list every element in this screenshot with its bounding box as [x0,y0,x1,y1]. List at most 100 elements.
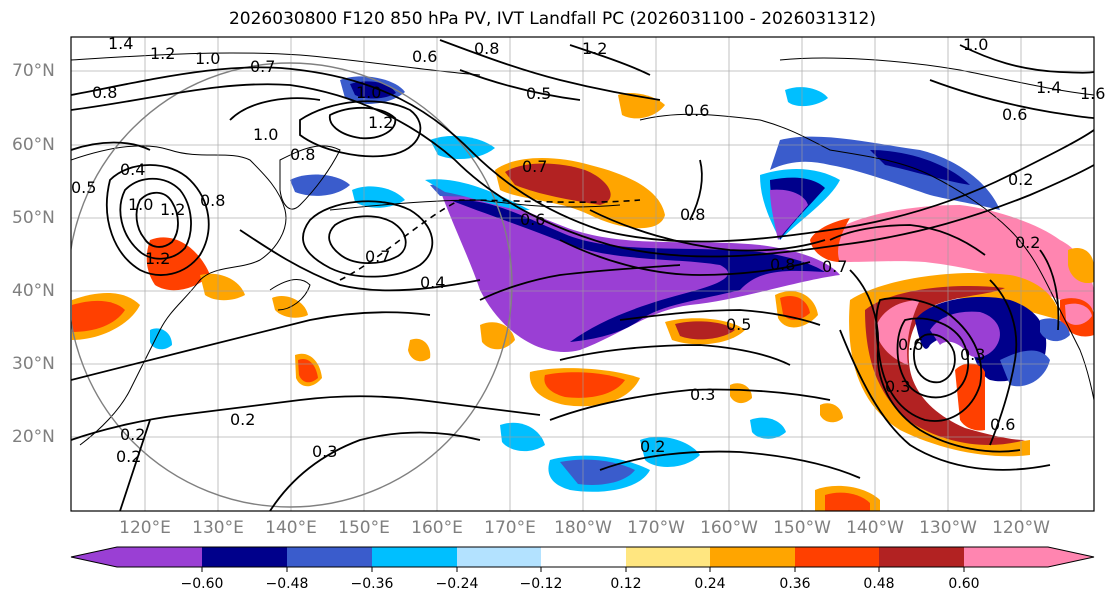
lon-label: 140°W [846,518,904,538]
shade-nw-red [146,237,210,291]
coast-kamchatka [279,145,341,210]
coast-arctic [779,57,1094,96]
contour-line [559,239,811,276]
colorbar-tick-label: 0.48 [863,576,895,592]
shade-se-redstripe [955,363,985,431]
range-circle [71,62,513,508]
contour-label: 0.6 [684,101,709,120]
contour-label: 1.2 [582,39,607,58]
gridlines [71,37,1094,511]
contour-line [989,279,1018,446]
shade-south-red [825,492,870,511]
shade-gulf-navy [870,150,970,185]
contour-label: 0.6 [412,47,437,66]
contour-label: 0.7 [822,257,847,276]
colorbar-segment [541,547,626,567]
coast-japan [269,279,311,311]
contour-label-group: 1.4 1.2 1.0 0.7 0.6 0.8 1.2 1.0 1.0 0.8 … [71,34,1105,466]
contour-label: 0.8 [474,39,499,58]
colorbar-min-arrow [71,547,117,567]
lon-label: 150°W [773,518,831,538]
contour-line [229,97,321,121]
coast-asia [71,145,287,446]
contour-label: 0.8 [200,191,225,210]
colorbar-segment [117,547,202,567]
contour-line [549,388,831,421]
contour-label: 0.2 [230,410,255,429]
colorbar-tick-label: −0.60 [180,576,224,592]
coast-aleutians [329,199,621,211]
contour-label: 0.3 [885,377,910,396]
shade-e-orange [408,338,431,362]
shade-mid-orange6 [820,403,843,423]
contour-label: 0.8 [290,145,315,164]
contour-line [896,317,970,399]
colorbar-tick-label: −0.24 [435,576,479,592]
lat-label: 40°N [12,281,55,301]
shade-darkred-dome [505,163,611,205]
colorbar-segment [202,547,287,567]
contour-label: 0.6 [520,210,545,229]
contour-label: 0.2 [1008,170,1033,189]
contour-line [328,215,407,265]
contour-line [71,141,151,151]
contour-line [119,177,192,260]
contour-line [559,344,791,366]
contour-line [71,311,431,381]
lat-label: 70°N [12,61,55,81]
contour-label: 1.0 [253,125,278,144]
contour-line [479,264,681,301]
contour-line [589,209,826,252]
colorbar-tick-label: 0.12 [610,576,642,592]
contour-label: 0.2 [120,425,145,444]
contour-label: 0.2 [1015,233,1040,252]
contour-line [302,200,434,278]
contour-label: 0.7 [522,157,547,176]
contour-line [119,419,151,511]
contour-line [239,229,481,292]
shade-sw-red [298,358,318,383]
lon-label: 120°E [119,518,171,538]
shade-nw-orange2 [200,273,245,301]
contour-label: 1.0 [128,195,153,214]
colorbar-outline [70,546,1095,568]
contour-label: 0.8 [92,83,117,102]
colorbar [70,546,1095,572]
shade-far-east-pink [1065,303,1092,325]
shade-gulf-blue [770,136,1000,210]
contour-label: 0.7 [250,57,275,76]
colorbar-tick-label: −0.36 [350,576,394,592]
lon-label: 180°W [554,518,612,538]
contour-label: 1.0 [963,35,988,54]
contour-line [106,164,210,276]
shade-mid-blue2 [560,459,635,485]
coast-alaska [639,113,1011,231]
shade-mid-orange1 [480,322,515,350]
colorbar-segment [372,547,457,567]
colorbar-tick-label: −0.48 [265,576,309,592]
contour-label: 0.8 [770,255,795,274]
contour-line [71,66,1094,243]
shade-far-east-orange [1068,248,1094,284]
contour-label: 0.3 [690,385,715,404]
shade-gulf-purple [770,189,808,240]
shade-navy-rim [450,199,825,342]
contour-label: 0.6 [898,335,923,354]
contour-line [839,329,1051,471]
lat-label: 30°N [12,354,55,374]
shade-mid-cyan4 [750,417,786,439]
shade-mid-orange5 [730,383,752,404]
lon-label: 170°E [484,518,536,538]
contour-label: 0.8 [680,205,705,224]
shade-kuril-blue [290,174,350,196]
contour-label: 0.4 [120,160,145,179]
lon-label: 120°W [992,518,1050,538]
colorbar-segment [964,547,1048,567]
contour-label: 0.5 [71,178,96,197]
shade-kuril-cyan [352,186,405,208]
shade-arctic-cyan [785,87,828,107]
contour-label: 1.4 [1036,78,1061,97]
contour-label: 0.3 [312,442,337,461]
contour-label: 0.5 [526,84,551,103]
